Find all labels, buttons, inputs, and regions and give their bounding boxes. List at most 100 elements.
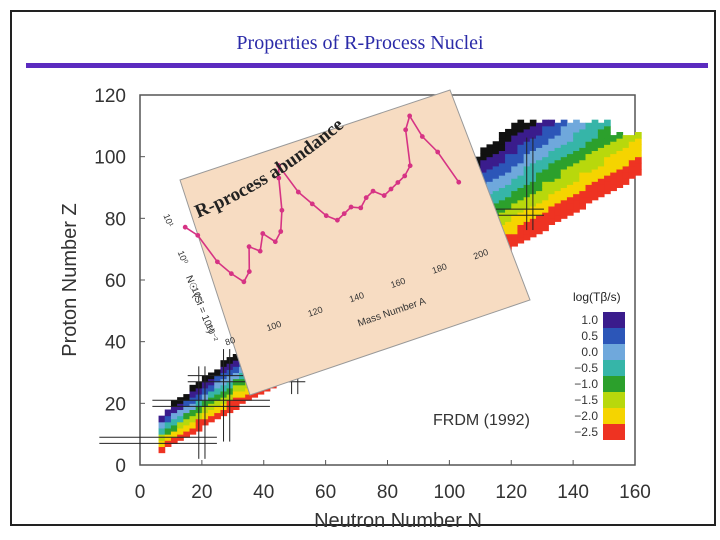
nuclide-cell: [164, 415, 172, 423]
colorbar-title: log(Tβ/s): [573, 290, 621, 304]
nuclide-cell: [498, 132, 506, 139]
nuclide-cell: [170, 406, 178, 414]
nuclide-cell: [554, 196, 562, 204]
nuclide-cell: [486, 144, 494, 151]
nuclide-cell: [208, 384, 215, 392]
nuclide-cell: [560, 156, 568, 164]
nuclide-cell: [560, 169, 568, 176]
nuclide-cell: [579, 178, 586, 185]
abundance-point: [388, 186, 394, 192]
nuclide-cell: [158, 428, 166, 435]
nuclide-cell: [622, 135, 630, 142]
abundance-point: [278, 229, 284, 234]
nuclide-cell: [492, 202, 500, 210]
abundance-point: [272, 239, 278, 245]
abundance-point: [246, 269, 252, 274]
nuclide-cell: [536, 227, 543, 235]
inset-x-tick: 180: [431, 261, 448, 275]
abundance-point: [323, 213, 329, 219]
nuclide-cell: [579, 153, 586, 161]
nuclide-cell: [505, 233, 512, 241]
nuclide-cell: [610, 153, 617, 161]
nuclide-cell: [511, 147, 518, 155]
nuclide-cell: [591, 138, 599, 145]
nuclide-cell: [573, 156, 580, 164]
nuclide-cell: [517, 150, 525, 158]
inset-x-tick: 100: [265, 319, 282, 333]
nuclide-cell: [517, 138, 525, 145]
abundance-point: [246, 244, 252, 250]
nuclide-cell: [517, 162, 525, 170]
abundance-point: [334, 217, 340, 223]
nuclide-cell: [498, 193, 506, 201]
nuclide-cell: [548, 150, 556, 158]
inset-x-tick: 200: [472, 247, 489, 261]
nuclide-cell: [628, 141, 636, 148]
nuclide-cell: [585, 190, 593, 198]
nuclide-cell: [492, 153, 500, 161]
nuclide-cell: [486, 175, 494, 182]
nuclide-cell: [170, 424, 178, 432]
nuclide-cell: [597, 184, 605, 192]
nuclide-cell: [573, 144, 580, 151]
nuclide-cell: [573, 162, 580, 170]
nuclide-cell: [579, 190, 586, 198]
nuclide-cell: [548, 119, 556, 127]
nuclide-cell: [560, 212, 568, 219]
nuclide-cell: [239, 391, 246, 398]
nuclide-cell: [591, 187, 599, 195]
nuclide-cell: [635, 138, 642, 145]
nuclide-cell: [492, 141, 500, 148]
nuclide-cell: [498, 218, 506, 225]
nuclide-cell: [610, 147, 617, 155]
inset-x-tick: 120: [307, 304, 324, 318]
nuclide-cell: [616, 162, 624, 170]
nuclide-cell: [536, 141, 543, 148]
nuclide-cell: [616, 132, 624, 139]
nuclide-cell: [214, 400, 221, 407]
nuclide-cell: [164, 421, 172, 429]
nuclide-cell: [542, 181, 549, 188]
nuclide-cell: [511, 165, 518, 173]
nuclide-cell: [610, 184, 617, 192]
nuclide-cell: [585, 153, 593, 161]
nuclide-cell: [554, 165, 562, 173]
nuclide-cell: [511, 196, 518, 204]
nuclide-cell: [505, 141, 512, 148]
nuclide-cell: [542, 132, 549, 139]
nuclide-cell: [214, 412, 221, 420]
nuclide-cell: [554, 128, 562, 136]
abundance-point: [228, 271, 234, 277]
nuclide-cell: [517, 175, 525, 182]
nuclide-cell: [560, 175, 568, 182]
nuclide-cell: [189, 421, 197, 429]
nuclide-cell: [585, 128, 593, 136]
nuclide-cell: [628, 135, 636, 142]
nuclide-cell: [492, 184, 500, 192]
nuclide-cell: [554, 190, 562, 198]
slide-title: Properties of R-Process Nuclei: [236, 32, 484, 54]
nuclide-cell: [498, 199, 506, 207]
nuclide-cell: [560, 193, 568, 201]
nuclide-cell: [548, 156, 556, 164]
nuclide-cell: [536, 172, 543, 179]
nuclide-cell: [208, 415, 215, 423]
nuclide-cell: [214, 406, 221, 414]
x-tick-label: 140: [557, 482, 589, 503]
nuclide-cell: [560, 132, 568, 139]
nuclide-cell: [604, 156, 611, 164]
nuclide-cell: [170, 437, 178, 444]
nuclide-cell: [536, 135, 543, 142]
nuclide-cell: [536, 153, 543, 161]
nuclide-cell: [548, 187, 556, 195]
nuclide-cell: [548, 206, 556, 213]
nuclide-cell: [604, 132, 611, 139]
nuclide-cell: [214, 375, 221, 383]
nuclide-cell: [635, 150, 642, 158]
nuclide-cell: [480, 165, 487, 173]
colorbar-swatch: [603, 312, 625, 328]
nuclide-cell: [573, 132, 580, 139]
x-axis-label: Neutron Number N: [314, 510, 482, 532]
nuclide-cell: [239, 384, 246, 392]
nuclide-cell: [511, 233, 518, 241]
